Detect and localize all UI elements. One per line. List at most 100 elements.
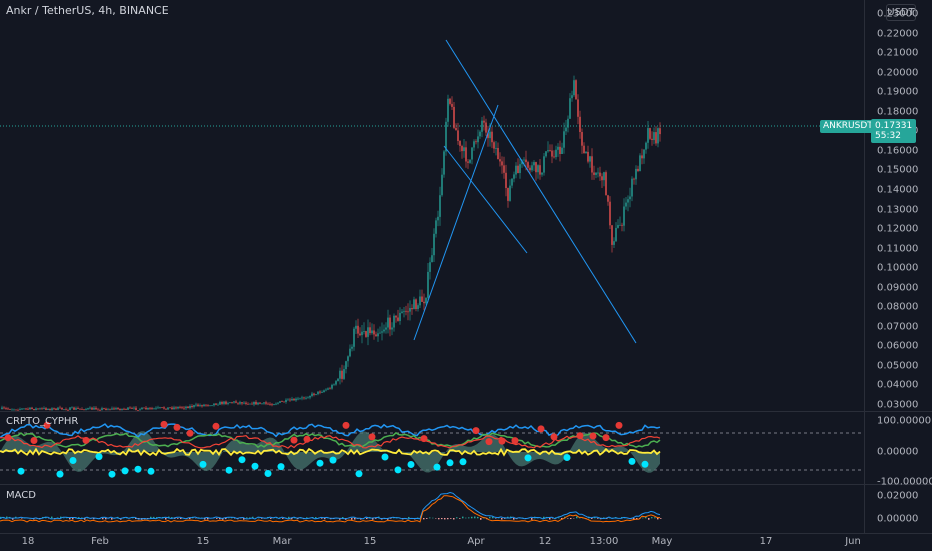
candle-body	[177, 407, 178, 409]
candle-body	[511, 179, 512, 186]
candle-body	[611, 225, 612, 245]
time-axis-label: 13:00	[590, 536, 619, 547]
symbol-title[interactable]: Ankr / TetherUS, 4h, BINANCE	[6, 4, 169, 17]
macd-axis-label: 0.00000	[877, 514, 918, 525]
macd-histogram-bar	[324, 518, 326, 519]
candle-body	[111, 408, 112, 409]
candle-body	[349, 349, 350, 357]
candle-body	[93, 408, 94, 410]
candle-body	[315, 394, 316, 395]
macd-histogram-bar	[351, 518, 353, 520]
macd-histogram-bar	[444, 518, 446, 519]
candle-body	[255, 402, 256, 405]
candle-body	[283, 402, 284, 403]
sell-signal-dot	[83, 437, 90, 444]
candle-body	[615, 228, 616, 241]
candle-body	[47, 409, 48, 410]
candle-body	[459, 141, 460, 146]
candle-body	[141, 408, 142, 410]
buy-signal-dot	[148, 468, 155, 475]
candle-body	[81, 409, 82, 410]
price-axis-label: 0.18000	[877, 106, 918, 117]
candle-body	[115, 408, 116, 409]
candle-body	[639, 155, 640, 171]
candle-body	[649, 128, 650, 139]
macd-histogram-bar	[450, 518, 452, 519]
macd-histogram-bar	[597, 518, 599, 519]
candle-body	[87, 408, 88, 409]
candle-body	[293, 399, 294, 401]
candle-body	[625, 203, 626, 207]
candle-body	[237, 403, 238, 404]
candle-body	[413, 299, 414, 309]
candle-body	[145, 408, 146, 410]
candle-body	[535, 162, 536, 172]
candle-body	[289, 400, 290, 401]
candle-body	[347, 356, 348, 361]
price-axis-label: 0.19000	[877, 87, 918, 98]
candle-body	[63, 409, 64, 410]
macd-histogram-bar	[531, 518, 533, 520]
candle-body	[523, 160, 524, 161]
candle-body	[353, 329, 354, 347]
candle-body	[133, 408, 134, 409]
sell-signal-dot	[5, 434, 12, 441]
time-axis-label: Mar	[273, 536, 292, 547]
candle-body	[473, 141, 474, 147]
macd-histogram-bar	[459, 518, 461, 519]
candle-body	[57, 408, 58, 410]
candle-body	[185, 407, 186, 409]
candle-body	[303, 398, 304, 399]
candle-body	[117, 408, 118, 409]
time-axis-label: 17	[760, 536, 773, 547]
candle-body	[157, 408, 158, 409]
candle-body	[629, 197, 630, 200]
candle-body	[563, 131, 564, 147]
price-chart[interactable]	[0, 0, 864, 412]
buy-signal-dot	[629, 458, 636, 465]
candle-body	[59, 408, 60, 409]
macd-histogram-bar	[258, 518, 260, 519]
price-axis-label: 0.09000	[877, 282, 918, 293]
candle-body	[609, 202, 610, 226]
candle-body	[471, 148, 472, 160]
time-axis-label: Feb	[91, 536, 109, 547]
candle-body	[127, 408, 128, 410]
candle-body	[415, 299, 416, 309]
macd-axis-label: 0.02000	[877, 491, 918, 502]
macd-histogram-bar	[558, 518, 560, 519]
candle-body	[653, 132, 654, 140]
macd-line	[0, 493, 660, 520]
candle-body	[227, 403, 228, 404]
candle-body	[77, 408, 78, 409]
candle-body	[455, 128, 456, 130]
candle-body	[205, 405, 206, 406]
oscillator-title[interactable]: CRPTO_CYPHR	[6, 416, 78, 427]
osc-axis-label: -100.00000	[877, 477, 932, 488]
candle-body	[231, 402, 232, 403]
candle-body	[179, 407, 180, 408]
sell-signal-dot	[616, 422, 623, 429]
macd-histogram-bar	[654, 517, 656, 518]
candle-body	[441, 175, 442, 196]
candle-body	[243, 403, 244, 404]
candle-body	[435, 220, 436, 233]
macd-histogram-bar	[567, 518, 569, 519]
buy-signal-dot	[356, 470, 363, 477]
buy-signal-dot	[317, 460, 324, 467]
candle-body	[189, 406, 190, 408]
candle-body	[153, 409, 154, 410]
candle-body	[591, 156, 592, 172]
candle-body	[351, 347, 352, 349]
candle-body	[229, 402, 230, 403]
macd-title[interactable]: MACD	[6, 490, 36, 501]
candle-body	[247, 404, 248, 405]
candle-body	[277, 403, 278, 404]
candle-body	[125, 409, 126, 410]
candle-body	[183, 408, 184, 409]
candle-body	[91, 408, 92, 410]
candle-body	[409, 308, 410, 312]
candle-body	[161, 407, 162, 408]
